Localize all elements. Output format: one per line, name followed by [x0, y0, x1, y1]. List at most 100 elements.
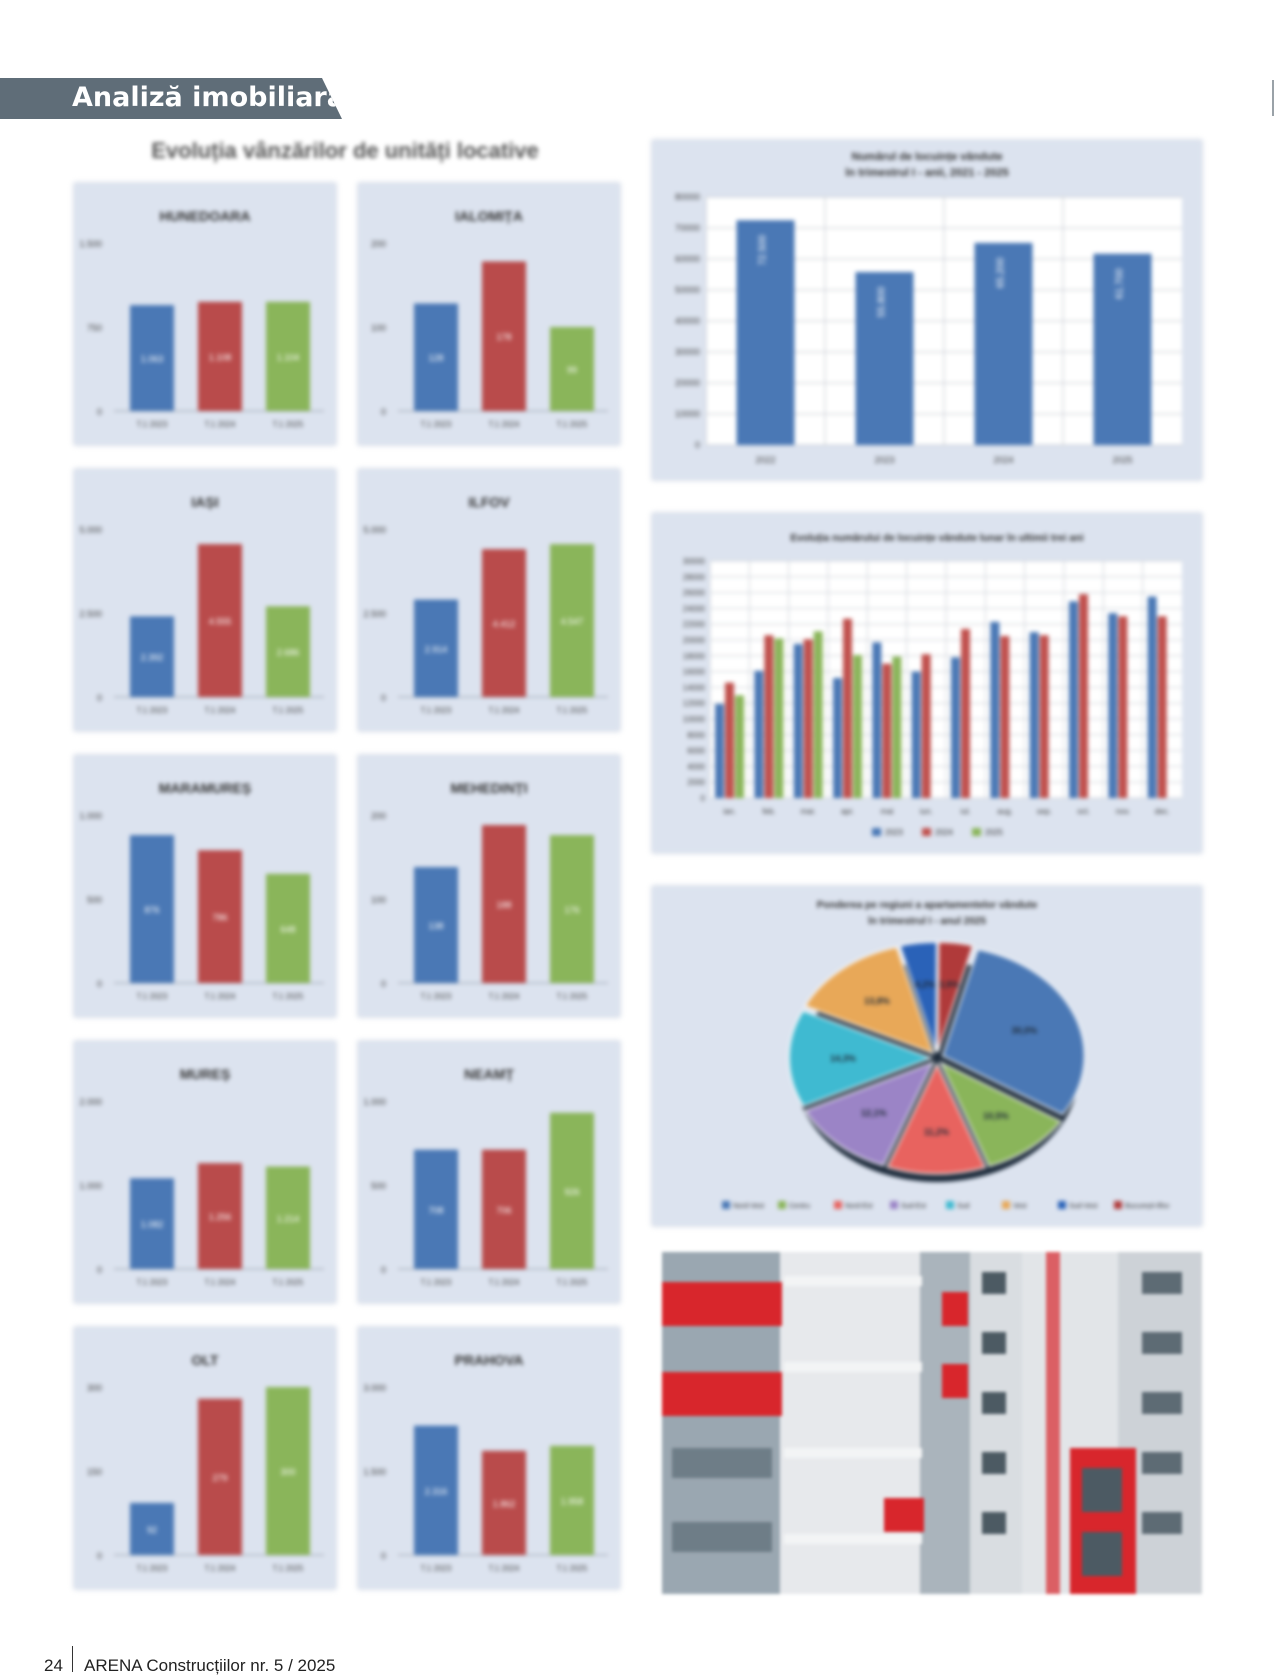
x-tick-label: dec. — [1155, 807, 1170, 816]
chart-pie-svg: Ponderea pe regiuni a apartamentelor vân… — [722, 900, 1170, 1210]
legend-label: 2025 — [985, 828, 1003, 837]
pie-value-label: 11,2% — [924, 1127, 949, 1137]
x-tick-label: T.1 2025 — [273, 1278, 304, 1287]
chart-title: Evoluția numărului de locuințe vândute l… — [790, 533, 1084, 544]
y-tick-label: 5.000 — [363, 525, 386, 535]
y-tick-label: 200 — [371, 239, 386, 249]
county-chart-4: ILFOV 5.000 2.500 0 2.914 T.1 2023 4.412 T.1 20… — [358, 469, 620, 731]
y-tick-label: 2.000 — [79, 1097, 102, 1107]
yearly-bar — [736, 220, 795, 445]
county-bar — [130, 305, 174, 411]
county-bar — [482, 825, 526, 983]
x-tick-label: T.1 2024 — [489, 1278, 520, 1287]
y-tick-label: 10000 — [683, 715, 706, 724]
y-tick-label: 0 — [97, 1265, 102, 1275]
chart-monthly-svg: Evoluția numărului de locuințe vândute l… — [683, 533, 1182, 837]
bar-value-label: 2.914 — [425, 644, 448, 654]
x-tick-label: oct. — [1077, 807, 1090, 816]
county-chart-title: HUNEDOARA — [160, 208, 251, 224]
bar-value-label: 1.104 — [277, 352, 300, 362]
yearly-bar — [855, 272, 914, 445]
x-tick-label: feb. — [762, 807, 775, 816]
y-tick-label: 8000 — [687, 731, 705, 740]
bar-value-label: 706 — [496, 1205, 511, 1215]
monthly-bar — [1118, 616, 1128, 798]
monthly-bar — [1157, 616, 1167, 798]
county-bar — [482, 549, 526, 697]
county-chart-1: HUNEDOARA 1.500 750 0 1.063 T.1 2023 1.108 T.1 … — [74, 183, 336, 445]
y-tick-label: 100 — [371, 895, 386, 905]
legend-label: Nord-Vest — [733, 1203, 764, 1210]
bar-value-label: 61.700 — [1115, 268, 1126, 299]
county-chart-title: MARAMUREȘ — [159, 780, 252, 796]
y-tick-label: 2000 — [687, 778, 705, 787]
legend-label: Sud-Est — [901, 1203, 926, 1210]
bar-value-label: 4.555 — [209, 617, 232, 627]
county-chart-svg: MUREȘ 2.000 1.000 0 1.082 T.1 2023 1.256 T.1 20… — [79, 1066, 324, 1287]
chart-title: Ponderea pe regiuni a apartamentelor vân… — [817, 900, 1038, 911]
y-tick-label: 28000 — [683, 573, 706, 582]
y-tick-label: 70000 — [675, 223, 700, 233]
x-tick-label: 2024 — [993, 455, 1013, 465]
county-chart-title: MEHEDINȚI — [451, 780, 528, 796]
county-bar — [130, 1502, 174, 1555]
y-tick-label: 0 — [97, 693, 102, 703]
y-tick-label: 1.000 — [363, 1097, 386, 1107]
bar-value-label: 1.108 — [209, 352, 232, 362]
legend-swatch — [1114, 1201, 1122, 1209]
x-tick-label: T.1 2025 — [557, 992, 588, 1001]
bar-value-label: 1.958 — [561, 1496, 584, 1506]
legend-label: 2024 — [935, 828, 953, 837]
x-tick-label: ian. — [723, 807, 736, 816]
county-chart-title: PRAHOVA — [455, 1352, 524, 1368]
y-tick-label: 4000 — [687, 762, 705, 771]
monthly-bar — [990, 621, 1000, 798]
monthly-bar — [735, 695, 744, 798]
bar-value-label: 648 — [280, 924, 295, 934]
county-chart-9: OLT 300 150 0 92 T.1 2023 279 T.1 2024 300 T.1 20… — [74, 1327, 336, 1589]
y-tick-label: 0 — [381, 693, 386, 703]
x-tick-label: T.1 2023 — [137, 1564, 168, 1573]
monthly-bar — [774, 638, 784, 798]
county-chart-10: PRAHOVA 3.000 1.500 0 2.316 T.1 2023 1.862 T.1 … — [358, 1327, 620, 1589]
county-chart-6: MEHEDINȚI 200 100 0 138 T.1 2023 188 T.1 2024 17… — [358, 755, 620, 1017]
y-tick-label: 750 — [87, 323, 102, 333]
legend-swatch — [872, 828, 881, 836]
bar-value-label: 4.412 — [493, 619, 516, 629]
x-tick-label: T.1 2024 — [489, 706, 520, 715]
y-tick-label: 0 — [97, 1551, 102, 1561]
county-bar — [130, 616, 174, 697]
y-tick-label: 500 — [87, 895, 102, 905]
bar-value-label: 72.500 — [758, 235, 769, 266]
monthly-bar — [1079, 594, 1088, 798]
county-bar — [130, 1178, 174, 1269]
legend-swatch — [1002, 1201, 1010, 1209]
bar-value-label: 1.862 — [493, 1499, 516, 1509]
legend-label: Centru — [789, 1203, 810, 1210]
x-tick-label: T.1 2024 — [489, 992, 520, 1001]
county-bar — [482, 261, 526, 411]
bar-value-label: 1.082 — [141, 1220, 164, 1230]
bar-value-label: 128 — [428, 353, 443, 363]
x-tick-label: 2023 — [874, 455, 894, 465]
county-chart-svg: MEHEDINȚI 200 100 0 138 T.1 2023 188 T.1 2024 17… — [371, 780, 608, 1001]
pie-value-label: 4,2% — [915, 979, 936, 989]
x-tick-label: T.1 2024 — [489, 1564, 520, 1573]
county-chart-title: ILFOV — [468, 494, 510, 510]
monthly-bar — [725, 682, 734, 798]
y-tick-label: 30000 — [675, 347, 700, 357]
y-tick-label: 6000 — [687, 747, 705, 756]
county-chart-svg: HUNEDOARA 1.500 750 0 1.063 T.1 2023 1.108 T.1 … — [79, 208, 324, 429]
y-tick-label: 0 — [701, 794, 706, 803]
county-chart-7: MUREȘ 2.000 1.000 0 1.082 T.1 2023 1.256 T.1 20… — [74, 1041, 336, 1303]
x-tick-label: T.1 2023 — [421, 1564, 452, 1573]
chart-regional-share: Ponderea pe regiuni a apartamentelor vân… — [652, 886, 1202, 1226]
county-bar — [414, 1149, 458, 1269]
page-edge-marker — [1272, 80, 1274, 116]
pie-slice — [939, 1061, 1062, 1168]
county-chart-svg: PRAHOVA 3.000 1.500 0 2.316 T.1 2023 1.862 T.1 … — [363, 1352, 608, 1573]
x-tick-label: T.1 2023 — [421, 706, 452, 715]
y-tick-label: 12000 — [683, 699, 706, 708]
chart-subtitle: în trimestrul I - anul 2025 — [867, 916, 986, 927]
y-tick-label: 1.000 — [79, 811, 102, 821]
